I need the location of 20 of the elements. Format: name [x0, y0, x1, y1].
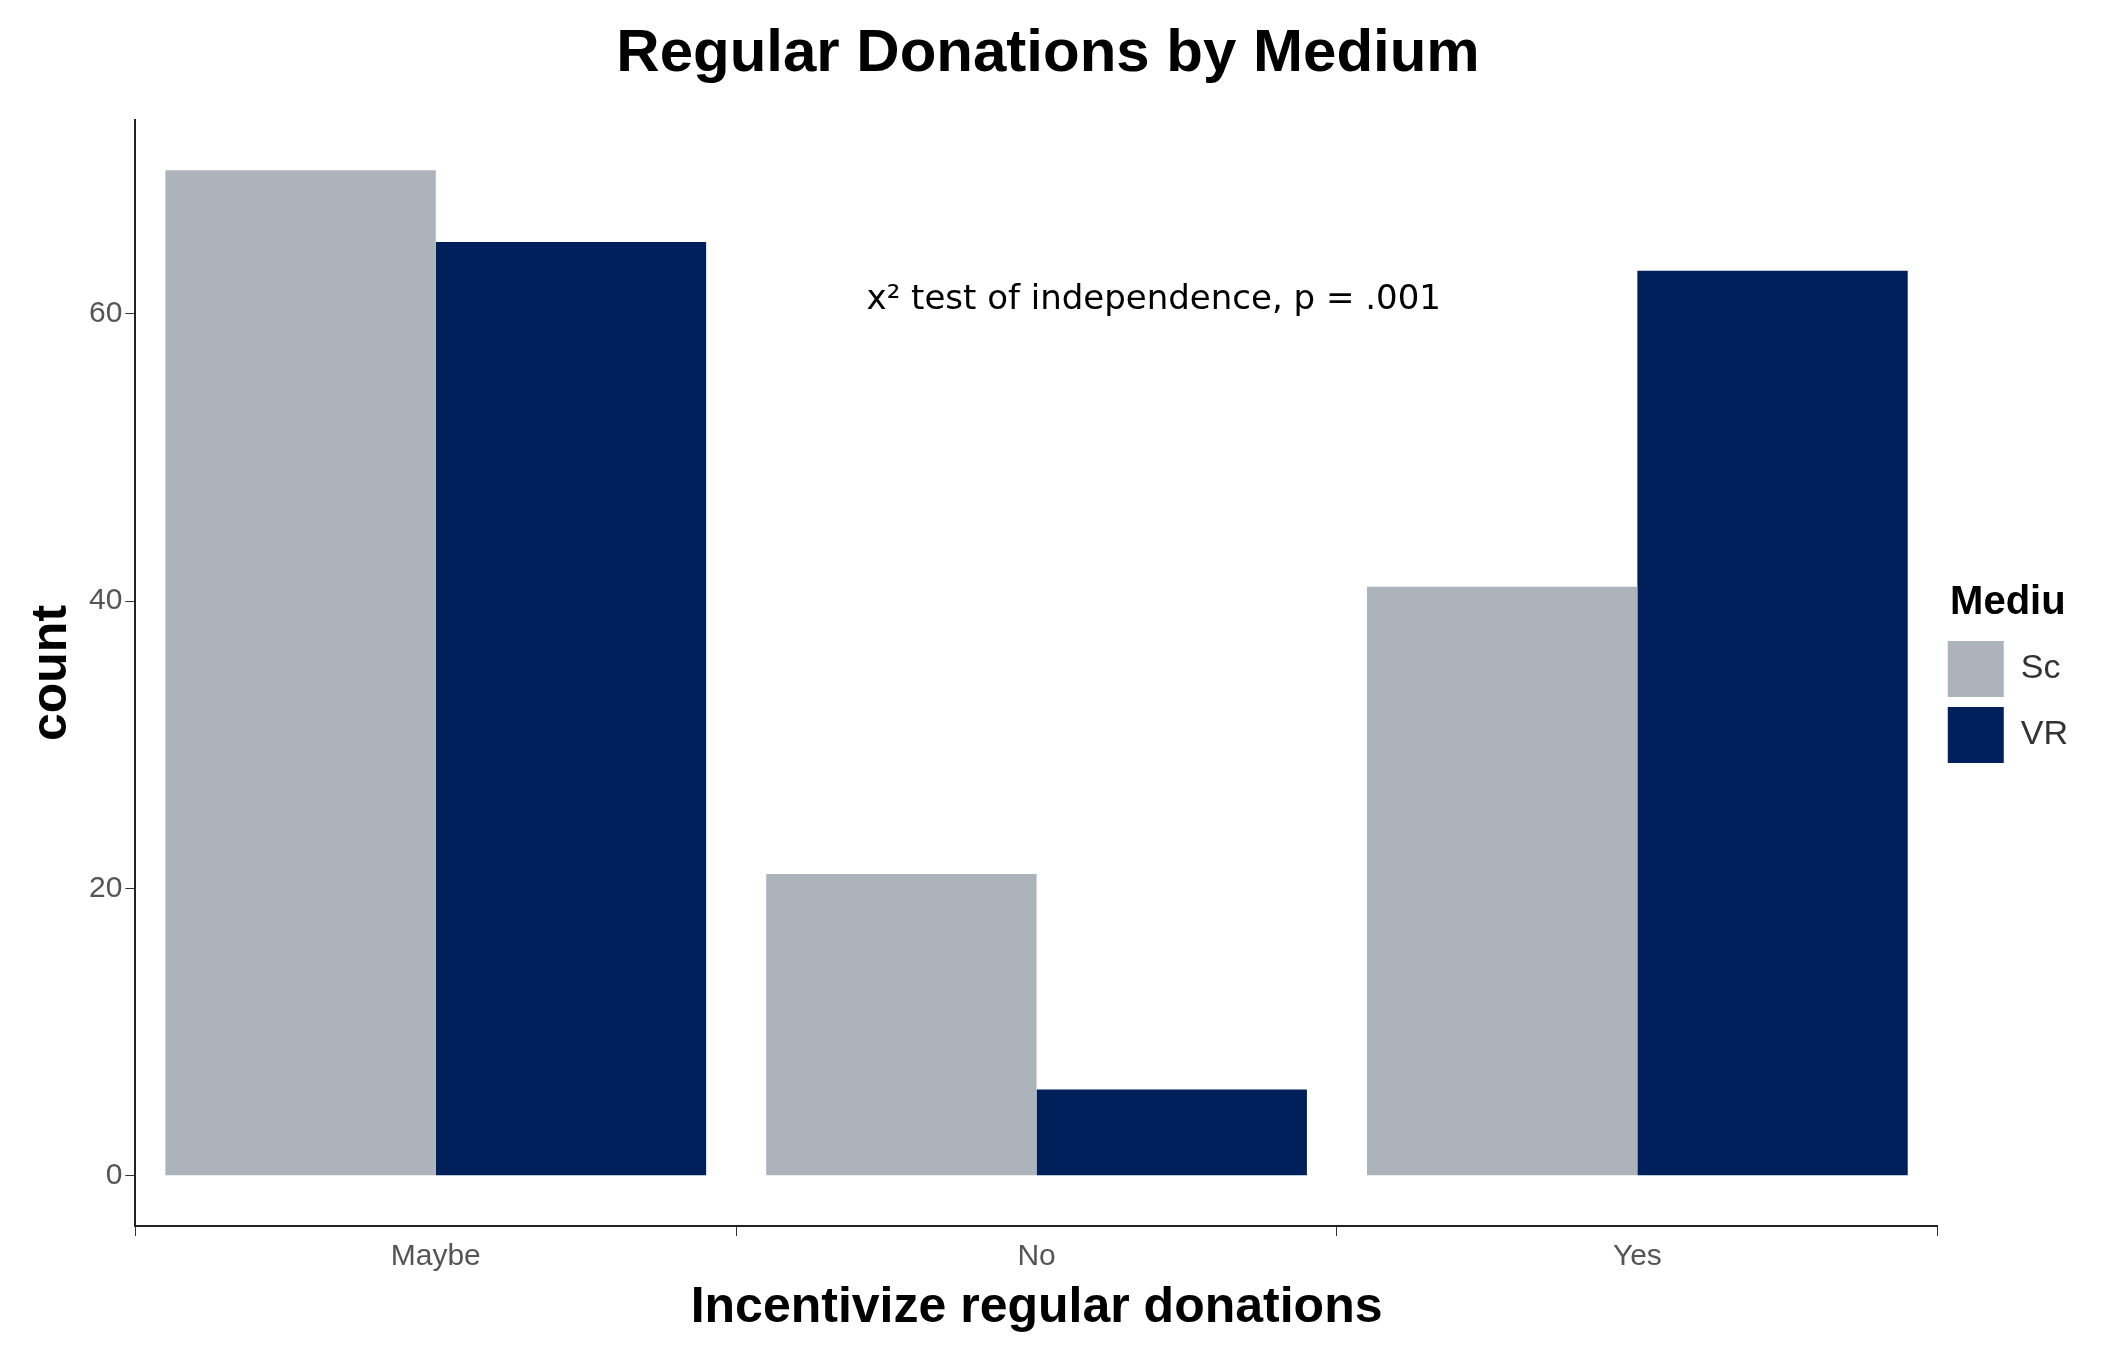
x-tick-label: No: [1017, 1238, 1056, 1272]
legend-label: VR: [2020, 713, 2068, 752]
annotation: x² test of independence, p = .001: [866, 276, 1441, 317]
x-axis-title: Incentivize regular donations: [690, 1276, 1383, 1333]
y-tick-label: 40: [88, 582, 123, 616]
y-axis-title: count: [20, 604, 77, 742]
bar: [1637, 270, 1908, 1176]
bar: [1367, 586, 1638, 1176]
bar: [165, 170, 436, 1176]
x-tick-label: Maybe: [390, 1238, 481, 1272]
legend-label: Sc: [2020, 647, 2061, 686]
y-tick-label: 60: [88, 295, 123, 329]
legend-title: Mediu: [1950, 578, 2066, 623]
x-tick-label: Yes: [1612, 1238, 1662, 1272]
bar: [1036, 1089, 1307, 1176]
y-tick-label: 0: [105, 1156, 123, 1190]
bar: [435, 242, 707, 1176]
chart-title: Regular Donations by Medium: [616, 16, 1480, 84]
bar: [766, 874, 1037, 1176]
y-tick-label: 20: [88, 869, 123, 903]
